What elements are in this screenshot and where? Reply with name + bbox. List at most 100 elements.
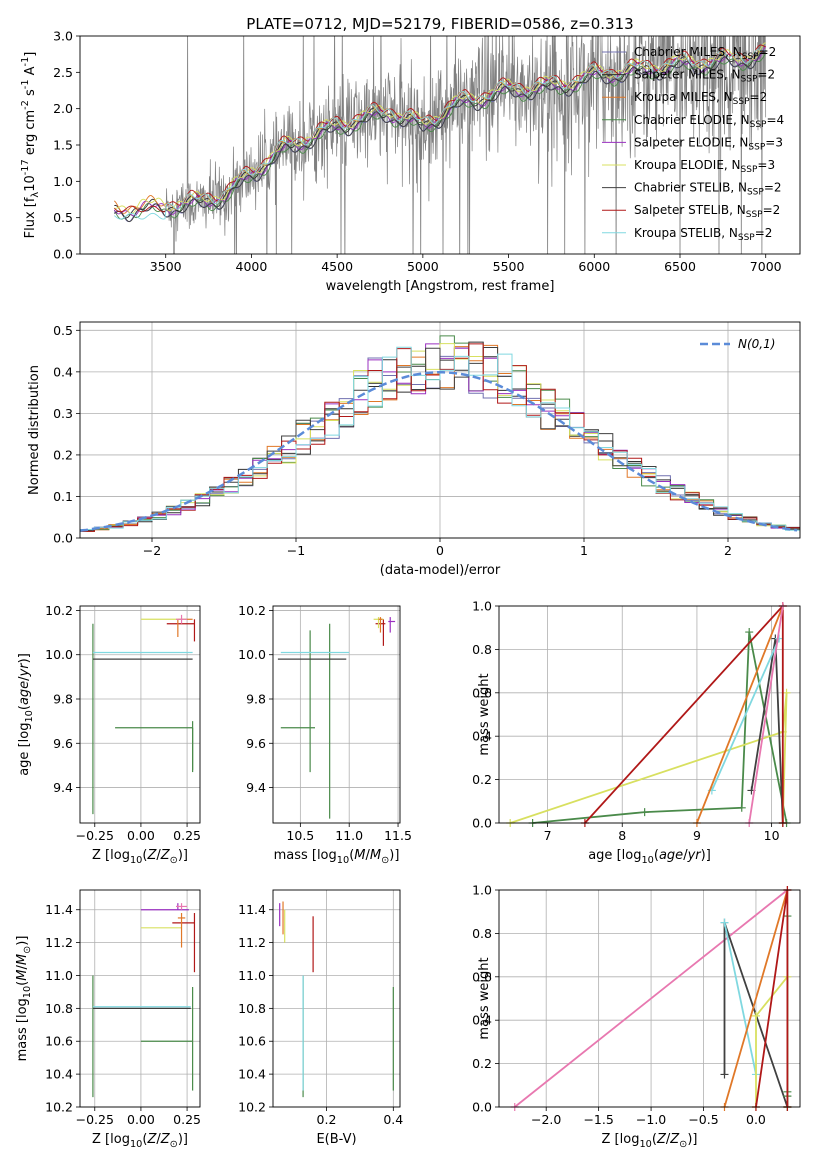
y-axis-label: mass [log10(M/M⊙)] (15, 936, 33, 1062)
data-point (140, 986, 194, 1091)
x-tick-label: 5000 (407, 259, 439, 274)
legend-entry: Kroupa MILES, NSSP=2 (634, 90, 767, 107)
data-point (280, 630, 316, 773)
model-spectrum (114, 51, 766, 219)
x-tick-label: 11.5 (384, 828, 412, 843)
legend-entry: Chabrier ELODIE, NSSP=4 (634, 113, 784, 130)
x-axis-label: E(B-V) (316, 1132, 356, 1147)
y-tick-label: 0.2 (53, 447, 73, 462)
legend-entry: Salpeter STELIB, NSSP=2 (634, 203, 780, 220)
y-tick-label: 2.0 (53, 101, 73, 116)
x-tick-label: 2 (724, 543, 732, 558)
y-tick-label: 10.8 (238, 1001, 266, 1016)
data-point (166, 619, 196, 642)
x-tick-label: 8 (618, 828, 626, 843)
spectrum-axes: 3500 4000 4500 5000 5500 6000 6500 7000 0.0 0.5 1.… (20, 29, 782, 295)
legend-entry: N(0,1) (738, 337, 775, 351)
x-tick-label: 10 (764, 828, 780, 843)
age_vs_mass-frame (272, 605, 401, 824)
x-tick-label: −1.0 (636, 1112, 666, 1127)
y-tick-label: 0.8 (472, 642, 492, 657)
y-tick-label: 10.2 (238, 603, 266, 618)
y-tick-label: 10.2 (238, 1100, 266, 1115)
weight-marker (745, 628, 754, 637)
weight-marker (751, 1011, 760, 1020)
age_vs_Z-frame (79, 605, 201, 824)
data-point (388, 617, 396, 633)
weight-marker (782, 688, 791, 697)
data-point (176, 903, 188, 910)
y-tick-label: 0.0 (472, 1100, 492, 1115)
x-tick-label: 10.5 (286, 828, 314, 843)
data-point (378, 617, 383, 633)
weight-series (711, 638, 780, 791)
y-tick-label: 0.3 (53, 406, 73, 421)
y-tick-label: 10.2 (45, 1100, 73, 1115)
y-tick-label: 0.6 (472, 969, 492, 984)
y-axis-label: mass weight (477, 673, 492, 755)
y-tick-label: 9.8 (246, 692, 266, 707)
data-point (176, 614, 188, 624)
x-tick-label: 9 (693, 828, 701, 843)
x-tick-label: −0.25 (76, 828, 114, 843)
data-point (172, 913, 196, 973)
x-tick-label: −2.0 (531, 1112, 561, 1127)
weight-marker (737, 803, 746, 812)
weight-series (509, 692, 788, 824)
y-tick-label: 1.5 (53, 138, 73, 153)
y-tick-label: 0.0 (53, 247, 73, 262)
mass_vs_EBV-axes: 0.2 0.4 10.2 10.4 10.6 10.8 11.0 11.2 11.4 E(B-V) (238, 890, 403, 1147)
x-axis-label: wavelength [Angstrom, rest frame] (326, 279, 555, 294)
legend-entry: Kroupa STELIB, NSSP=2 (634, 226, 772, 243)
y-tick-label: 0.2 (472, 1056, 492, 1071)
y-tick-label: 10.8 (45, 1001, 73, 1016)
weight-series (723, 889, 789, 1108)
mass_vs_Z-frame (79, 889, 201, 1108)
y-tick-label: 9.8 (53, 692, 73, 707)
x-tick-label: 6500 (664, 259, 696, 274)
y-tick-label: 0.4 (53, 364, 73, 379)
weight-series (696, 605, 784, 824)
data-point (177, 618, 193, 637)
y-tick-label: 0.1 (53, 489, 73, 504)
x-tick-label: −0.25 (76, 1112, 114, 1127)
observed-spectrum (165, 36, 767, 254)
y-axis-label: mass weight (477, 957, 492, 1039)
weight-series (532, 631, 788, 824)
chart-title: PLATE=0712, MJD=52179, FIBERID=0586, z=0… (246, 15, 633, 33)
age_vs_Z-axes: −0.25 0.00 0.25 9.4 9.6 9.8 10.0 10.2 Z [log10(Z… (17, 603, 201, 866)
model-spectrum (114, 49, 766, 220)
spectrum-legend: Chabrier MILES, NSSP=2 Salpeter MILES, NS… (602, 45, 784, 243)
x-tick-label: 0.00 (127, 1112, 155, 1127)
y-tick-label: 0.0 (472, 816, 492, 831)
y-axis-label: age [log10(age/yr)] (17, 653, 35, 776)
y-tick-label: 11.0 (45, 968, 73, 983)
y-tick-label: 3.0 (53, 29, 73, 44)
x-tick-label: 11.0 (335, 828, 363, 843)
y-tick-label: 10.6 (238, 1034, 266, 1049)
y-tick-label: 0.4 (472, 729, 492, 744)
y-tick-label: 0.4 (472, 1013, 492, 1028)
y-tick-label: 0.0 (53, 531, 73, 546)
residual-histogram (80, 346, 800, 533)
x-tick-label: −0.5 (688, 1112, 718, 1127)
weight-series (514, 889, 788, 1108)
model-spectrum (114, 51, 766, 223)
spectrum-frame (79, 35, 801, 255)
legend-entry: Chabrier MILES, NSSP=2 (634, 45, 776, 62)
x-tick-label: 0 (436, 543, 444, 558)
x-tick-label: 7 (544, 828, 552, 843)
x-tick-label: 0.25 (173, 1112, 201, 1127)
weight-series (748, 605, 784, 824)
y-tick-label: 2.5 (53, 65, 73, 80)
x-axis-label: Z [log10(Z/Z⊙)] (92, 1132, 188, 1150)
x-tick-label: 7000 (750, 259, 782, 274)
weight-marker (640, 808, 649, 817)
weight_vs_Z-frame (498, 889, 801, 1108)
weight-series (723, 922, 757, 1075)
y-tick-label: 10.6 (45, 1034, 73, 1049)
data-point (115, 727, 194, 773)
y-tick-label: 1.0 (53, 174, 73, 189)
y-axis-label: Normed distribution (27, 365, 42, 495)
